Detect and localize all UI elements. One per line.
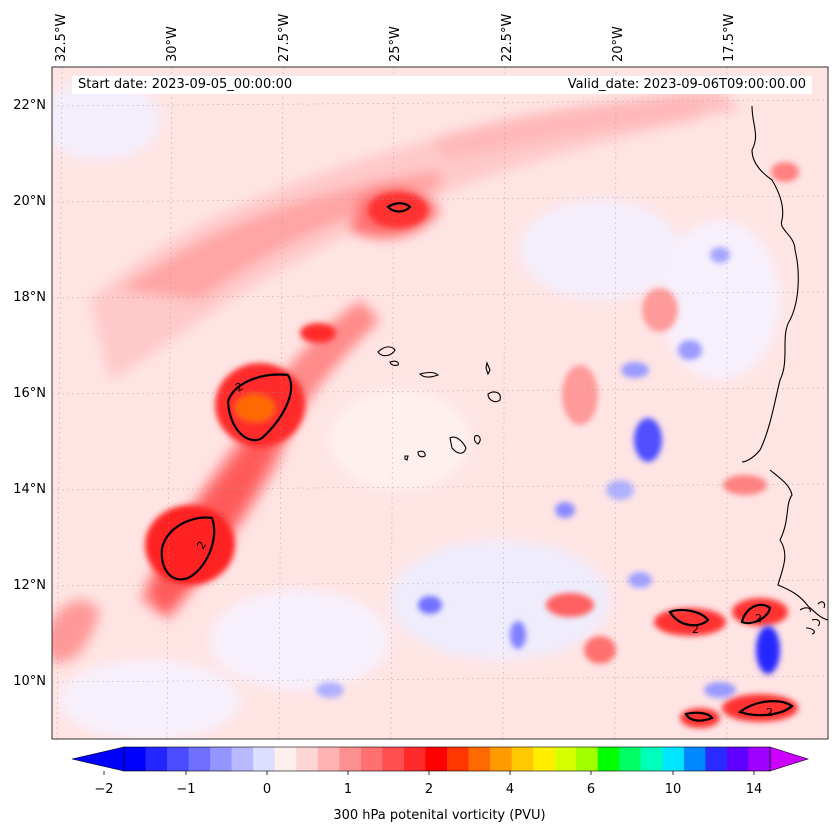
coastlines bbox=[377, 105, 828, 635]
colorbar-swatch bbox=[317, 747, 340, 771]
colorbar-swatch bbox=[748, 747, 771, 771]
colorbar-tick-label: 6 bbox=[586, 782, 596, 797]
colorbar-swatch bbox=[705, 747, 728, 771]
contour-label: 2 bbox=[692, 623, 699, 636]
start-date-label: Start date: 2023-09-05_00:00:00 bbox=[72, 76, 558, 94]
longitude-label: 27.5°W bbox=[277, 13, 292, 62]
map-frame bbox=[51, 66, 829, 740]
colorbar-swatch bbox=[231, 747, 254, 771]
pv-2-contours bbox=[160, 202, 794, 722]
colorbar-swatch bbox=[360, 747, 383, 771]
colorbar-swatch bbox=[124, 747, 147, 771]
contour-label: 2 bbox=[755, 612, 762, 625]
colorbar bbox=[71, 746, 809, 775]
pv-field bbox=[52, 67, 828, 739]
colorbar-swatch bbox=[425, 747, 448, 771]
colorbar-tick-label: −2 bbox=[94, 782, 114, 797]
colorbar-swatch bbox=[188, 747, 211, 771]
longitude-label: 17.5°W bbox=[722, 13, 737, 62]
colorbar-swatch bbox=[511, 747, 534, 771]
colorbar-swatch bbox=[210, 747, 233, 771]
contour-southwest bbox=[160, 516, 216, 581]
colorbar-swatch bbox=[339, 747, 362, 771]
contour-central-north bbox=[226, 373, 293, 442]
colorbar-swatch bbox=[253, 747, 276, 771]
colorbar-swatch bbox=[382, 747, 405, 771]
longitude-label: 22.5°W bbox=[500, 13, 515, 62]
contour-label: 2 bbox=[766, 706, 773, 719]
colorbar-swatch bbox=[619, 747, 642, 771]
contour-se-4 bbox=[684, 711, 714, 722]
colorbar-swatch bbox=[403, 747, 426, 771]
colorbar-swatch bbox=[597, 747, 620, 771]
island-fogo bbox=[417, 450, 426, 458]
colorbar-swatch bbox=[274, 747, 297, 771]
colorbar-tick-label: 10 bbox=[664, 782, 682, 797]
valid-date-label: Valid_date: 2023-09-06T09:00:00.00 bbox=[540, 76, 812, 94]
contour-north-small bbox=[386, 202, 412, 213]
latitude-label: 20°N bbox=[13, 194, 46, 209]
islands-bijagos bbox=[799, 601, 826, 635]
island-maio bbox=[473, 435, 481, 445]
island-sal bbox=[485, 361, 491, 376]
latitude-label: 10°N bbox=[13, 674, 46, 689]
colorbar-swatch bbox=[554, 747, 577, 771]
colorbar-swatch bbox=[167, 747, 190, 771]
colorbar-extend-min bbox=[71, 746, 125, 772]
colorbar-tick-label: 14 bbox=[745, 782, 763, 797]
colorbar-tick-label: 4 bbox=[505, 782, 515, 797]
longitude-label: 30°W bbox=[165, 26, 180, 62]
colorbar-swatch bbox=[490, 747, 513, 771]
contour-se-1 bbox=[668, 609, 710, 627]
latitude-label: 22°N bbox=[13, 98, 46, 113]
island-sao-vicente bbox=[389, 360, 399, 366]
colorbar-tick-label: 1 bbox=[343, 782, 353, 797]
colorbar-tick-label: 0 bbox=[262, 782, 272, 797]
colorbar-swatch bbox=[683, 747, 706, 771]
island-santo-antao bbox=[377, 346, 396, 357]
colorbar-swatch bbox=[447, 747, 470, 771]
colorbar-swatch bbox=[640, 747, 663, 771]
colorbar-swatch bbox=[145, 747, 168, 771]
latitude-label: 14°N bbox=[13, 482, 46, 497]
longitude-label: 20°W bbox=[611, 26, 626, 62]
longitude-label: 32.5°W bbox=[54, 13, 69, 62]
colorbar-swatch bbox=[533, 747, 556, 771]
colorbar-outline bbox=[123, 746, 771, 772]
gridlines bbox=[52, 67, 828, 739]
colorbar-swatch bbox=[662, 747, 685, 771]
latitude-label: 12°N bbox=[13, 578, 46, 593]
african-coast bbox=[741, 105, 828, 621]
contour-se-2 bbox=[740, 603, 772, 625]
island-brava bbox=[404, 455, 409, 461]
colorbar-swatch bbox=[468, 747, 491, 771]
colorbar-swatch bbox=[576, 747, 599, 771]
contour-se-3 bbox=[737, 700, 794, 717]
island-sao-nicolau bbox=[418, 372, 439, 378]
colorbar-tick-label: 2 bbox=[424, 782, 434, 797]
longitude-label: 25°W bbox=[388, 26, 403, 62]
colorbar-swatch bbox=[296, 747, 319, 771]
latitude-label: 16°N bbox=[13, 386, 46, 401]
island-boa-vista bbox=[487, 391, 501, 403]
colorbar-label: 300 hPa potenital vorticity (PVU) bbox=[333, 808, 546, 823]
colorbar-swatch bbox=[726, 747, 749, 771]
latitude-label: 18°N bbox=[13, 290, 46, 305]
colorbar-tick-label: −1 bbox=[176, 782, 196, 797]
island-santiago bbox=[449, 436, 467, 454]
colorbar-extend-max bbox=[769, 746, 809, 772]
